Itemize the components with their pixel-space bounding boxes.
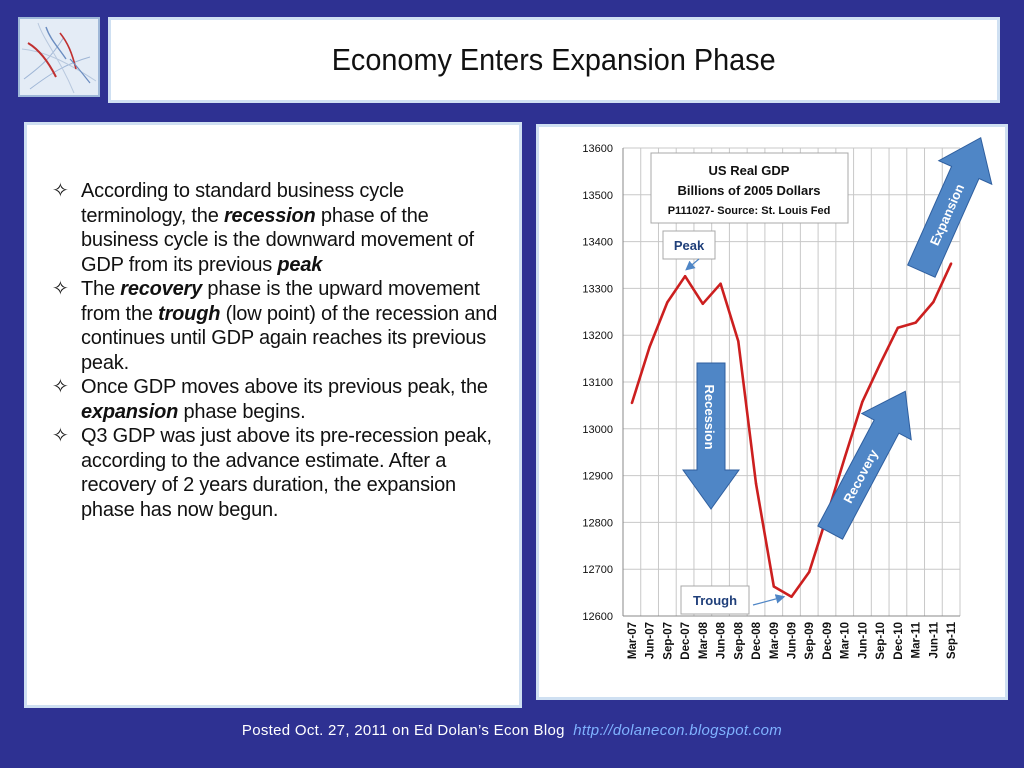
emphasis-text: expansion (81, 400, 179, 423)
y-tick-label: 13300 (582, 283, 613, 295)
gdp-point (914, 321, 917, 324)
gdp-point (683, 275, 687, 278)
x-tick-label: Sep-08 (733, 621, 745, 659)
gdp-point (808, 570, 811, 574)
recession-arrow: Recession (682, 362, 740, 510)
x-tick-label: Sep-07 (662, 622, 674, 660)
trough-label: Trough (693, 593, 737, 608)
trough-callout: Trough (680, 585, 786, 615)
gdp-point (843, 456, 846, 460)
gdp-point (896, 326, 900, 329)
y-tick-label: 12600 (582, 611, 613, 623)
x-tick-label: Sep-10 (875, 622, 887, 660)
bullet-text: Once GDP moves above its previous peak, … (81, 376, 488, 398)
star-bullet-icon: ✧ (52, 180, 69, 202)
bullet-text: phase is the upward movement from the (81, 278, 480, 325)
x-tick-label: Dec-10 (893, 622, 905, 660)
bullet-item: ✧ According to standard business cycle te… (52, 179, 509, 277)
footer-url-link[interactable]: http://dolanecon.blogspot.com (573, 722, 783, 739)
peak-label: Peak (674, 238, 705, 253)
x-tick-label: Sep-11 (946, 621, 958, 659)
x-tick-label: Dec-07 (680, 622, 692, 660)
bullet-text: Q3 GDP was just above its pre-recession … (81, 425, 492, 521)
y-axis-ticks: 12600 12700 12800 12900 13000 13100 13200 13300… (582, 143, 613, 623)
emphasis-text: trough (158, 302, 221, 325)
footer: Posted Oct. 27, 2011 on Ed Dolan’s Econ … (0, 722, 1024, 739)
bullet-text: phase begins. (178, 400, 306, 423)
bullet-item: ✧ Once GDP moves above its previous peak,… (52, 375, 509, 424)
x-tick-label: Mar-08 (698, 621, 710, 659)
chart-panel: 12600 12700 12800 12900 13000 13100 13200 13300… (536, 124, 1008, 700)
peak-callout: Peak (662, 230, 716, 271)
chart-title-box: US Real GDP Billions of 2005 Dollars P11… (650, 152, 849, 224)
x-tick-label: Dec-09 (822, 622, 834, 660)
x-tick-label: Mar-07 (627, 622, 639, 659)
x-tick-label: Dec-08 (751, 621, 763, 659)
recovery-arrow: Recovery (817, 390, 912, 540)
gdp-point (772, 585, 775, 588)
y-tick-label: 13200 (582, 330, 613, 342)
gdp-point (701, 302, 705, 306)
emphasis-text: recession (223, 204, 316, 227)
x-tick-label: Jun-11 (928, 621, 940, 658)
footer-text: Posted Oct. 27, 2011 on Ed Dolan’s Econ … (241, 722, 565, 739)
gdp-point (737, 340, 740, 343)
slide-title: Economy Enters Expansion Phase (332, 42, 776, 77)
star-bullet-icon: ✧ (52, 425, 69, 447)
gdp-point (790, 595, 793, 599)
emphasis-text: peak (277, 253, 323, 276)
x-tick-label: Jun-07 (645, 622, 657, 659)
chart-title: US Real GDP (709, 163, 790, 178)
star-bullet-icon: ✧ (52, 278, 69, 300)
y-tick-label: 13100 (582, 377, 613, 389)
gdp-point (949, 262, 953, 265)
bullet-text: The (81, 278, 121, 300)
x-tick-label: Sep-09 (804, 622, 816, 660)
title-bar: Economy Enters Expansion Phase (108, 17, 1000, 103)
y-tick-label: 13000 (582, 424, 613, 436)
bullet-list: ✧ According to standard business cycle te… (52, 179, 509, 522)
y-tick-label: 13500 (582, 190, 613, 202)
bullet-text: According to standard business cycle ter… (81, 180, 404, 227)
gdp-chart: 12600 12700 12800 12900 13000 13100 13200 13300… (582, 136, 993, 660)
logo (18, 17, 100, 97)
chart-subtitle: Billions of 2005 Dollars (677, 183, 820, 198)
x-tick-label: Jun-08 (716, 621, 728, 659)
x-tick-label: Mar-10 (840, 622, 852, 659)
y-tick-label: 13600 (582, 143, 613, 155)
emphasis-text: recovery (120, 278, 203, 300)
bullet-text: (low point) of the recession and continu… (81, 302, 498, 374)
expansion-arrow: Expansion (906, 136, 993, 278)
y-tick-label: 12900 (582, 471, 613, 483)
bullet-text: phase of the business cycle is the downw… (81, 204, 474, 276)
gdp-point (932, 300, 935, 304)
bullet-item: ✧ The recovery phase is the upward moveme… (52, 277, 509, 375)
gdp-point (630, 401, 634, 405)
gdp-point (878, 362, 882, 365)
globe-logo-icon (20, 19, 98, 95)
chart-source: P111027- Source: St. Louis Fed (668, 205, 831, 217)
recession-label: Recession (702, 384, 717, 449)
x-tick-label: Jun-10 (857, 622, 869, 659)
gdp-point (754, 482, 758, 485)
text-panel: ✧ According to standard business cycle te… (24, 122, 522, 708)
x-tick-label: Mar-09 (769, 622, 781, 659)
gdp-point (666, 301, 669, 304)
gdp-point (719, 282, 722, 285)
y-tick-label: 12700 (582, 564, 613, 576)
gdp-point (861, 400, 864, 403)
x-axis-ticks: Mar-07 Jun-07 Sep-07 Dec-07 Mar-08 Jun-08 Sep-… (627, 621, 958, 659)
bullet-item: ✧ Q3 GDP was just above its pre-recession… (52, 424, 509, 522)
x-tick-label: Mar-11 (911, 621, 923, 658)
y-tick-label: 13400 (582, 237, 613, 249)
x-tick-label: Jun-09 (787, 622, 799, 659)
gdp-point (648, 345, 651, 349)
y-tick-label: 12800 (582, 517, 613, 529)
star-bullet-icon: ✧ (52, 376, 69, 398)
